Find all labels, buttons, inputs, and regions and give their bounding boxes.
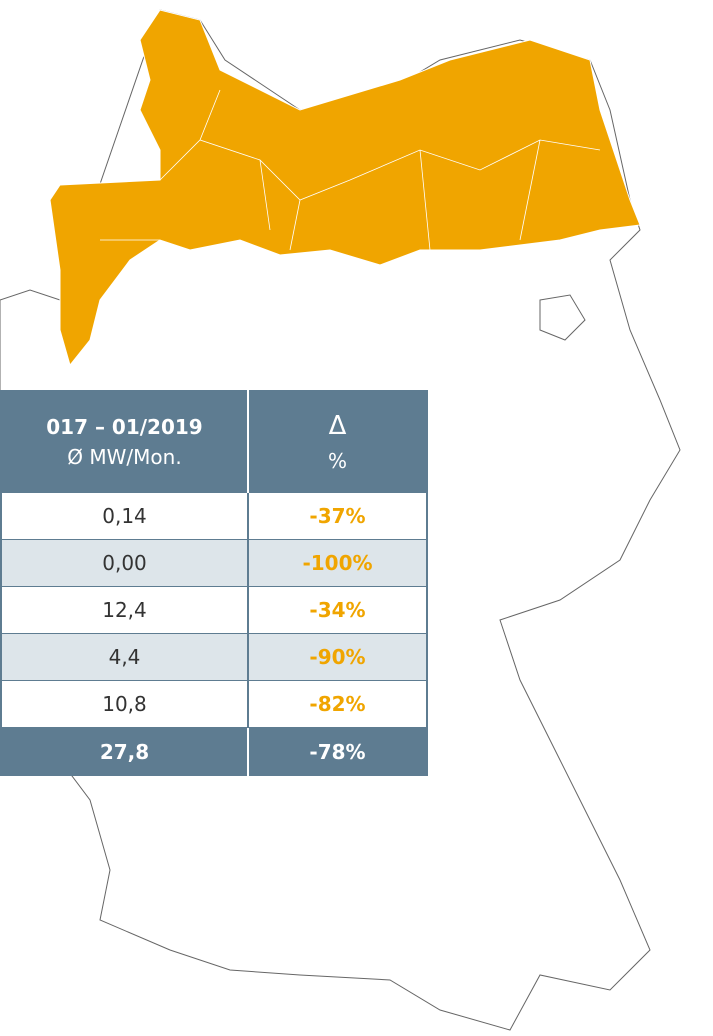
header-text: Ø MW/Mon. bbox=[67, 444, 182, 469]
berlin bbox=[539, 294, 586, 341]
table-cell: -37% bbox=[247, 493, 428, 540]
table-row: 27,8 -78% bbox=[0, 727, 428, 776]
header-cell: Δ% bbox=[247, 390, 428, 493]
header-text: % bbox=[327, 449, 347, 473]
table-row: 12,4 -34% bbox=[0, 586, 428, 634]
table-cell: 0,14 bbox=[0, 493, 249, 540]
data-table: 017 – 01/2019 Ø MW/Mon. Δ% 0,14 -37% 0,00 -1… bbox=[0, 390, 428, 776]
header-text: Δ bbox=[328, 411, 347, 441]
table-row: 10,8 -82% bbox=[0, 680, 428, 728]
header-text: 017 – 01/2019 bbox=[46, 414, 203, 439]
table-row: 0,00 -100% bbox=[0, 539, 428, 587]
table-cell: -82% bbox=[247, 680, 428, 728]
table-cell: -78% bbox=[247, 727, 428, 776]
district-lines bbox=[100, 89, 601, 251]
table-cell: 12,4 bbox=[0, 586, 249, 634]
table-cell: 27,8 bbox=[0, 727, 249, 776]
header-cell: 017 – 01/2019 Ø MW/Mon. bbox=[0, 390, 249, 493]
table-row: 0,14 -37% bbox=[0, 493, 428, 540]
table-cell: -100% bbox=[247, 539, 428, 587]
table-cell: -90% bbox=[247, 633, 428, 681]
table-row: 4,4 -90% bbox=[0, 633, 428, 681]
table-cell: 4,4 bbox=[0, 633, 249, 681]
header-row: 017 – 01/2019 Ø MW/Mon. Δ% bbox=[0, 390, 428, 493]
table-cell: 10,8 bbox=[0, 680, 249, 728]
northern-region bbox=[49, 9, 641, 367]
table-cell: 0,00 bbox=[0, 539, 249, 587]
table-cell: -34% bbox=[247, 586, 428, 634]
